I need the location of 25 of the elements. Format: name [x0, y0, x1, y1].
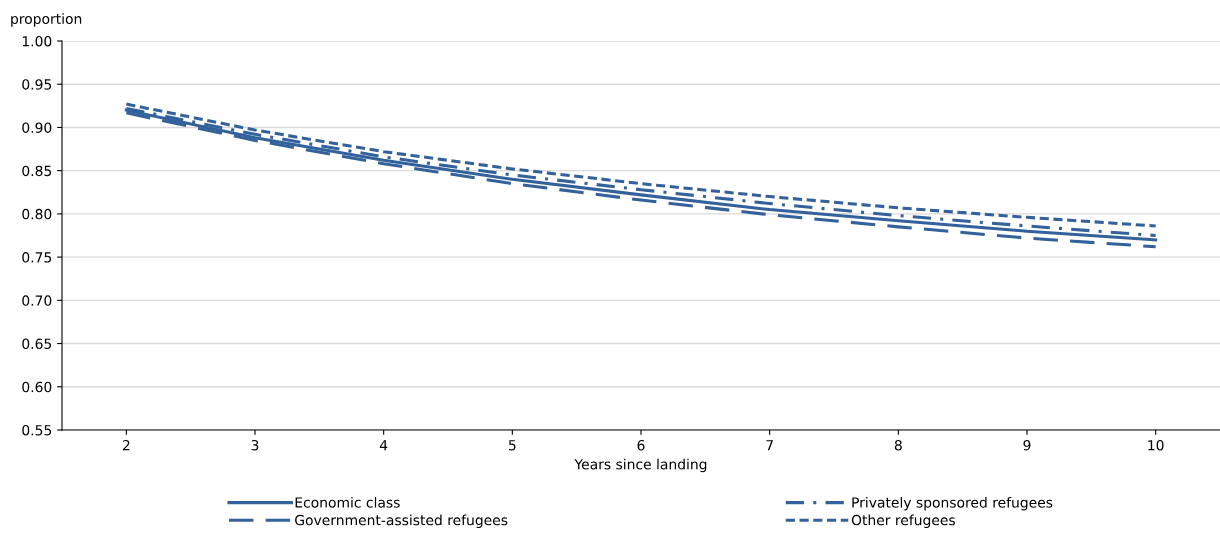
y-tick-label: 0.85 [22, 165, 52, 177]
x-tick-label: 3 [251, 439, 259, 451]
x-tick-label: 6 [637, 439, 645, 451]
y-tick-label: 0.60 [22, 381, 52, 393]
y-tick-label: 0.80 [22, 208, 52, 220]
y-axis-title: proportion [11, 13, 82, 27]
legend-label: Economic class [295, 496, 400, 508]
y-tick-label: 0.70 [22, 295, 52, 306]
x-tick-label: 10 [1148, 439, 1164, 451]
x-tick-label: 9 [1023, 439, 1031, 451]
x-tick-label: 4 [379, 440, 388, 451]
y-tick-label: 1.00 [22, 35, 52, 47]
legend-label: Other refugees [851, 514, 955, 529]
y-tick-label: 0.65 [22, 338, 52, 350]
x-axis-title: Years since landing [574, 458, 707, 473]
y-tick-label: 0.90 [22, 122, 52, 133]
x-tick-label: 7 [766, 440, 773, 451]
y-tick-label: 0.55 [22, 424, 52, 436]
y-tick-label: 0.75 [22, 252, 52, 263]
legend-label: Government-assisted refugees [295, 514, 508, 529]
x-tick-label: 2 [122, 439, 130, 451]
legend-label: Privately sponsored refugees [852, 496, 1053, 511]
y-tick-label: 0.95 [22, 79, 52, 90]
x-tick-label: 5 [508, 440, 516, 451]
x-tick-label: 8 [894, 439, 902, 451]
